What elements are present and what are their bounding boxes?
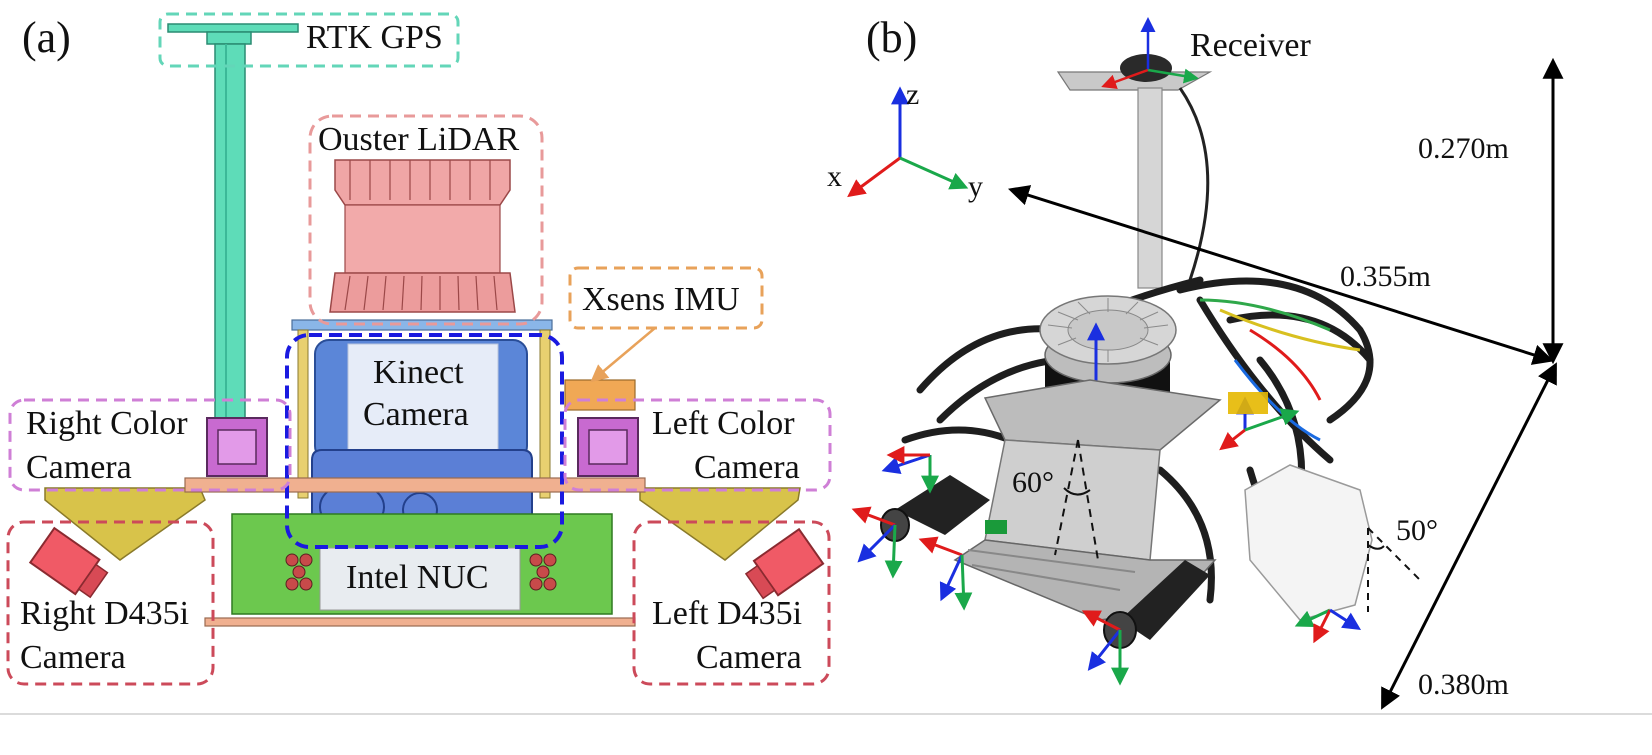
panel-b-label: (b)	[866, 13, 917, 62]
top-mount-plate	[291, 319, 553, 331]
side-white-module	[1244, 464, 1373, 644]
left-d435i-box	[632, 520, 831, 686]
kinect-angle-guides	[1054, 439, 1099, 561]
panel-a: (a)	[6, 12, 832, 686]
rear-right-mount	[1219, 392, 1300, 451]
right-color-camera-box	[8, 398, 292, 492]
width-dimension-label: 0.355m	[1340, 260, 1431, 293]
left-color-camera-body	[577, 417, 639, 477]
support-posts	[297, 329, 551, 499]
left-d435i-body	[744, 527, 825, 600]
intel-nuc-body	[204, 513, 636, 627]
ouster-lidar-box	[308, 114, 544, 326]
panel-b: (b) z x y Receiver	[827, 13, 1564, 710]
right-color-label-line2: Camera	[26, 449, 132, 486]
left-d435i-label-line2: Camera	[696, 639, 802, 676]
imu-pointer-line	[590, 327, 656, 383]
side-tilt-angle: 50°	[1396, 514, 1438, 547]
front-color-camera	[851, 446, 990, 579]
right-d435i-label-line2: Camera	[20, 639, 126, 676]
rtk-gps-label: RTK GPS	[306, 19, 443, 56]
xsens-imu-body	[564, 379, 636, 411]
intel-nuc-label: Intel NUC	[346, 559, 489, 596]
axis-y-label: y	[968, 170, 983, 203]
gps-antenna-pole	[167, 23, 299, 425]
left-d435i-label-line1: Left D435i	[652, 595, 802, 632]
receiver-label: Receiver	[1190, 27, 1311, 64]
ouster-lidar-label: Ouster LiDAR	[318, 121, 519, 158]
left-color-camera-box	[563, 398, 832, 492]
ouster-lidar-body	[329, 159, 516, 313]
left-color-label-line2: Camera	[694, 449, 800, 486]
side-angle-guides	[1367, 527, 1421, 612]
right-d435i-box	[6, 520, 215, 686]
xsens-imu-label: Xsens IMU	[582, 281, 740, 318]
kinect-label-line2: Camera	[363, 396, 469, 433]
bottom-color-camera	[1081, 560, 1210, 686]
kinect-tilt-angle: 60°	[1012, 466, 1054, 499]
reference-axes: z x y	[827, 78, 983, 203]
axis-x-label: x	[827, 160, 842, 193]
receiver-pole	[1137, 87, 1163, 289]
right-color-label-line1: Right Color	[26, 405, 188, 442]
side-frames	[44, 477, 801, 561]
width-dimension-arrow	[1007, 185, 1555, 365]
depth-dimension-arrow	[1381, 362, 1557, 710]
rtk-gps-box	[158, 12, 460, 68]
right-color-camera-body	[206, 417, 268, 477]
kinect-label-line1: Kinect	[373, 354, 464, 391]
right-d435i-body	[28, 526, 109, 599]
height-dimension-label: 0.270m	[1418, 132, 1509, 165]
front-d435i-camera	[918, 536, 973, 611]
axis-z-label: z	[906, 78, 919, 111]
depth-dimension-label: 0.380m	[1418, 668, 1509, 701]
right-d435i-label-line1: Right D435i	[20, 595, 189, 632]
left-color-label-line1: Left Color	[652, 405, 795, 442]
xsens-imu-box	[568, 266, 764, 330]
panel-a-label: (a)	[22, 13, 71, 62]
gps-receiver	[1056, 17, 1213, 91]
kinect-camera-box	[285, 333, 564, 549]
